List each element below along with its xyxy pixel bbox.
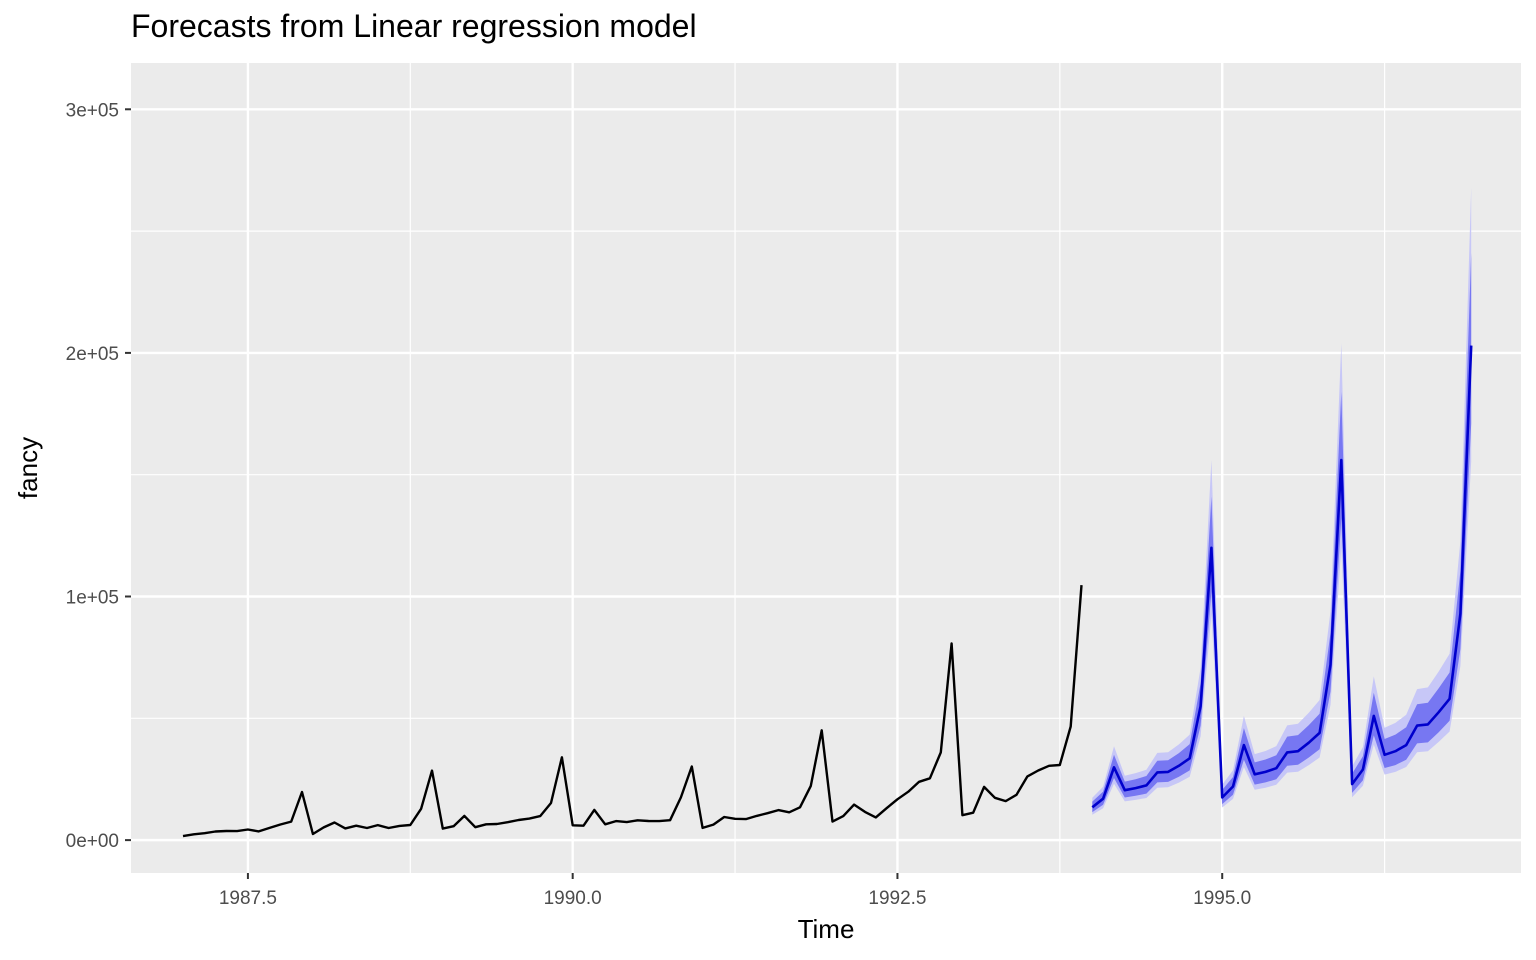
x-tick-label: 1992.5 <box>868 888 926 909</box>
forecast-line <box>1091 345 1473 809</box>
grid-major-lines <box>131 63 1521 873</box>
y-tick-label: 2e+05 <box>66 344 119 365</box>
series-lines <box>182 345 1473 838</box>
y-tick-label: 0e+00 <box>66 831 119 852</box>
x-tick-label: 1995.0 <box>1193 888 1251 909</box>
history-line <box>182 585 1083 838</box>
axes: 1987.5 1990.0 1992.5 1995.0 0e+00 1e+05 2e+05 3… <box>66 100 1252 909</box>
x-axis-title: Time <box>798 914 855 944</box>
chart-title: Forecasts from Linear regression model <box>131 8 697 44</box>
x-tick-label: 1987.5 <box>219 888 277 909</box>
x-tick-label: 1990.0 <box>544 888 602 909</box>
y-tick-label: 3e+05 <box>66 100 119 121</box>
y-axis-title: fancy <box>13 437 43 499</box>
y-tick-label: 1e+05 <box>66 588 119 609</box>
